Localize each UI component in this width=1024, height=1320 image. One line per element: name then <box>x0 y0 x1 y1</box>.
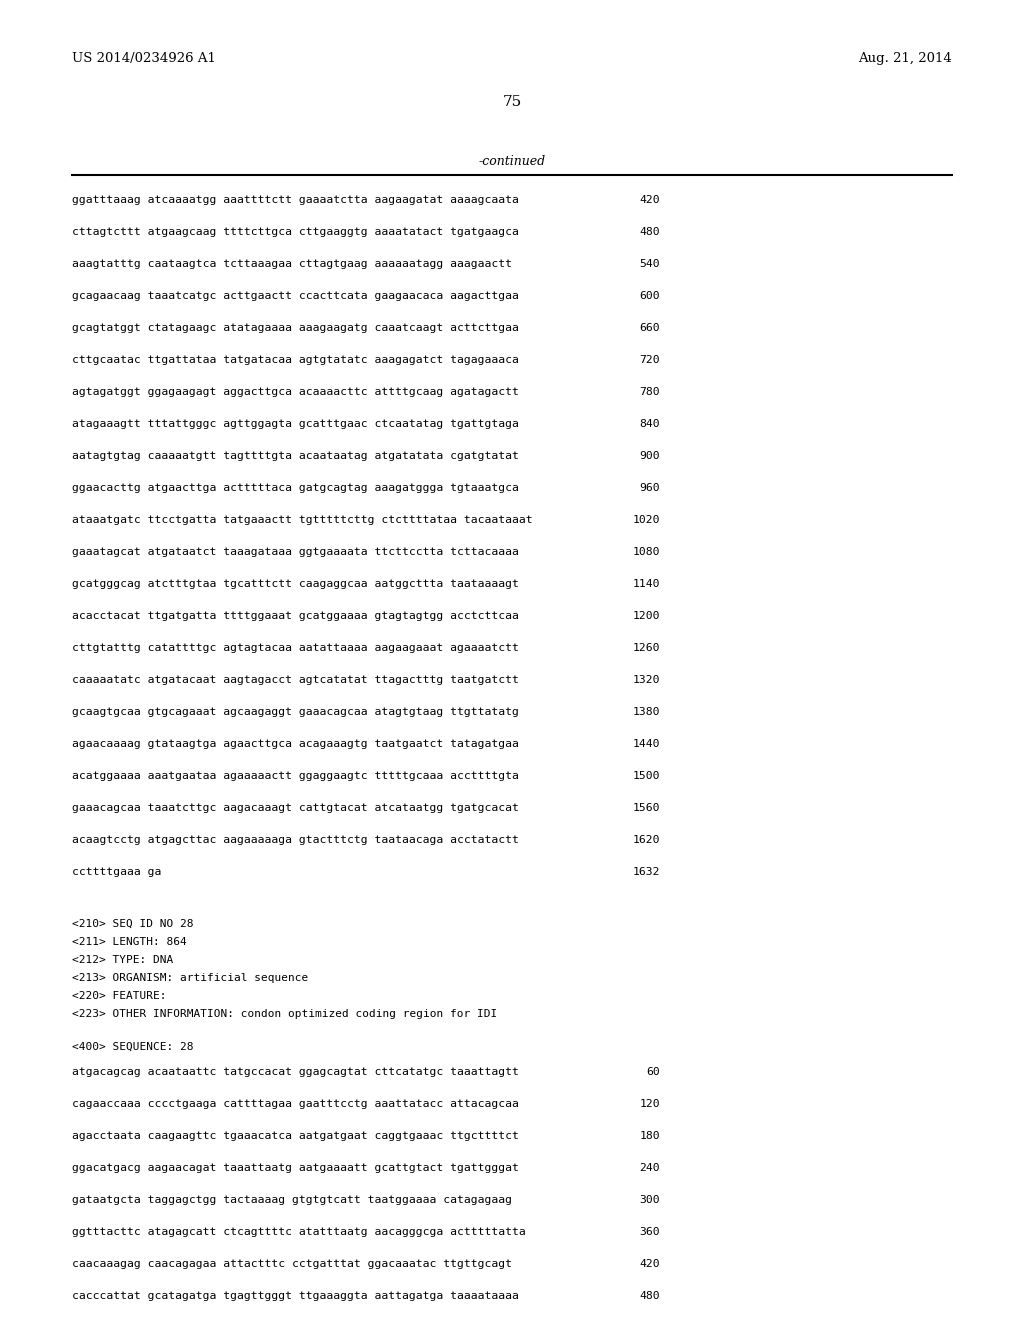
Text: 240: 240 <box>639 1163 660 1173</box>
Text: cttgtatttg catattttgc agtagtacaa aatattaaaa aagaagaaat agaaaatctt: cttgtatttg catattttgc agtagtacaa aatatta… <box>72 643 519 653</box>
Text: gcatgggcag atctttgtaa tgcatttctt caagaggcaa aatggcttta taataaaagt: gcatgggcag atctttgtaa tgcatttctt caagagg… <box>72 579 519 589</box>
Text: <400> SEQUENCE: 28: <400> SEQUENCE: 28 <box>72 1041 194 1052</box>
Text: <213> ORGANISM: artificial sequence: <213> ORGANISM: artificial sequence <box>72 973 308 983</box>
Text: ccttttgaaa ga: ccttttgaaa ga <box>72 867 162 876</box>
Text: <212> TYPE: DNA: <212> TYPE: DNA <box>72 954 173 965</box>
Text: ggatttaaag atcaaaatgg aaattttctt gaaaatctta aagaagatat aaaagcaata: ggatttaaag atcaaaatgg aaattttctt gaaaatc… <box>72 195 519 205</box>
Text: agtagatggt ggagaagagt aggacttgca acaaaacttc attttgcaag agatagactt: agtagatggt ggagaagagt aggacttgca acaaaac… <box>72 387 519 397</box>
Text: 1620: 1620 <box>633 836 660 845</box>
Text: gataatgcta taggagctgg tactaaaag gtgtgtcatt taatggaaaa catagagaag: gataatgcta taggagctgg tactaaaag gtgtgtca… <box>72 1195 512 1205</box>
Text: <223> OTHER INFORMATION: condon optimized coding region for IDI: <223> OTHER INFORMATION: condon optimize… <box>72 1008 498 1019</box>
Text: cttagtcttt atgaagcaag ttttcttgca cttgaaggtg aaaatatact tgatgaagca: cttagtcttt atgaagcaag ttttcttgca cttgaag… <box>72 227 519 238</box>
Text: atgacagcag acaataattc tatgccacat ggagcagtat cttcatatgc taaattagtt: atgacagcag acaataattc tatgccacat ggagcag… <box>72 1067 519 1077</box>
Text: -continued: -continued <box>478 154 546 168</box>
Text: 1020: 1020 <box>633 515 660 525</box>
Text: acacctacat ttgatgatta ttttggaaat gcatggaaaa gtagtagtgg acctcttcaa: acacctacat ttgatgatta ttttggaaat gcatgga… <box>72 611 519 620</box>
Text: ggtttacttc atagagcatt ctcagttttc atatttaatg aacagggcga actttttatta: ggtttacttc atagagcatt ctcagttttc atattta… <box>72 1228 525 1237</box>
Text: gcagaacaag taaatcatgc acttgaactt ccacttcata gaagaacaca aagacttgaa: gcagaacaag taaatcatgc acttgaactt ccacttc… <box>72 290 519 301</box>
Text: US 2014/0234926 A1: US 2014/0234926 A1 <box>72 51 216 65</box>
Text: ggaacacttg atgaacttga actttttaca gatgcagtag aaagatggga tgtaaatgca: ggaacacttg atgaacttga actttttaca gatgcag… <box>72 483 519 492</box>
Text: 480: 480 <box>639 1291 660 1302</box>
Text: acaagtcctg atgagcttac aagaaaaaga gtactttctg taataacaga acctatactt: acaagtcctg atgagcttac aagaaaaaga gtacttt… <box>72 836 519 845</box>
Text: 420: 420 <box>639 1259 660 1269</box>
Text: gaaacagcaa taaatcttgc aagacaaagt cattgtacat atcataatgg tgatgcacat: gaaacagcaa taaatcttgc aagacaaagt cattgta… <box>72 803 519 813</box>
Text: caacaaagag caacagagaa attactttc cctgatttat ggacaaatac ttgttgcagt: caacaaagag caacagagaa attactttc cctgattt… <box>72 1259 512 1269</box>
Text: acatggaaaa aaatgaataa agaaaaactt ggaggaagtc tttttgcaaa accttttgta: acatggaaaa aaatgaataa agaaaaactt ggaggaa… <box>72 771 519 781</box>
Text: atagaaagtt tttattgggc agttggagta gcatttgaac ctcaatatag tgattgtaga: atagaaagtt tttattgggc agttggagta gcatttg… <box>72 418 519 429</box>
Text: 900: 900 <box>639 451 660 461</box>
Text: 300: 300 <box>639 1195 660 1205</box>
Text: 180: 180 <box>639 1131 660 1140</box>
Text: 1080: 1080 <box>633 546 660 557</box>
Text: 75: 75 <box>503 95 521 110</box>
Text: 1320: 1320 <box>633 675 660 685</box>
Text: 1500: 1500 <box>633 771 660 781</box>
Text: 1560: 1560 <box>633 803 660 813</box>
Text: 1380: 1380 <box>633 708 660 717</box>
Text: agaacaaaag gtataagtga agaacttgca acagaaagtg taatgaatct tatagatgaa: agaacaaaag gtataagtga agaacttgca acagaaa… <box>72 739 519 748</box>
Text: caaaaatatc atgatacaat aagtagacct agtcatatat ttagactttg taatgatctt: caaaaatatc atgatacaat aagtagacct agtcata… <box>72 675 519 685</box>
Text: 1200: 1200 <box>633 611 660 620</box>
Text: ataaatgatc ttcctgatta tatgaaactt tgtttttcttg ctcttttataa tacaataaat: ataaatgatc ttcctgatta tatgaaactt tgttttt… <box>72 515 532 525</box>
Text: gcaagtgcaa gtgcagaaat agcaagaggt gaaacagcaa atagtgtaag ttgttatatg: gcaagtgcaa gtgcagaaat agcaagaggt gaaacag… <box>72 708 519 717</box>
Text: 1140: 1140 <box>633 579 660 589</box>
Text: 60: 60 <box>646 1067 660 1077</box>
Text: cagaaccaaa cccctgaaga cattttagaa gaatttcctg aaattatacc attacagcaa: cagaaccaaa cccctgaaga cattttagaa gaatttc… <box>72 1100 519 1109</box>
Text: aaagtatttg caataagtca tcttaaagaa cttagtgaag aaaaaatagg aaagaactt: aaagtatttg caataagtca tcttaaagaa cttagtg… <box>72 259 512 269</box>
Text: 360: 360 <box>639 1228 660 1237</box>
Text: <211> LENGTH: 864: <211> LENGTH: 864 <box>72 937 186 946</box>
Text: aatagtgtag caaaaatgtt tagttttgta acaataatag atgatatata cgatgtatat: aatagtgtag caaaaatgtt tagttttgta acaataa… <box>72 451 519 461</box>
Text: Aug. 21, 2014: Aug. 21, 2014 <box>858 51 952 65</box>
Text: 540: 540 <box>639 259 660 269</box>
Text: 1632: 1632 <box>633 867 660 876</box>
Text: 600: 600 <box>639 290 660 301</box>
Text: agacctaata caagaagttc tgaaacatca aatgatgaat caggtgaaac ttgcttttct: agacctaata caagaagttc tgaaacatca aatgatg… <box>72 1131 519 1140</box>
Text: cttgcaatac ttgattataa tatgatacaa agtgtatatc aaagagatct tagagaaaca: cttgcaatac ttgattataa tatgatacaa agtgtat… <box>72 355 519 366</box>
Text: 120: 120 <box>639 1100 660 1109</box>
Text: 420: 420 <box>639 195 660 205</box>
Text: gcagtatggt ctatagaagc atatagaaaa aaagaagatg caaatcaagt acttcttgaa: gcagtatggt ctatagaagc atatagaaaa aaagaag… <box>72 323 519 333</box>
Text: 1440: 1440 <box>633 739 660 748</box>
Text: 840: 840 <box>639 418 660 429</box>
Text: 660: 660 <box>639 323 660 333</box>
Text: <210> SEQ ID NO 28: <210> SEQ ID NO 28 <box>72 919 194 929</box>
Text: gaaatagcat atgataatct taaagataaa ggtgaaaata ttcttcctta tcttacaaaa: gaaatagcat atgataatct taaagataaa ggtgaaa… <box>72 546 519 557</box>
Text: 1260: 1260 <box>633 643 660 653</box>
Text: 960: 960 <box>639 483 660 492</box>
Text: <220> FEATURE:: <220> FEATURE: <box>72 991 167 1001</box>
Text: 720: 720 <box>639 355 660 366</box>
Text: 780: 780 <box>639 387 660 397</box>
Text: cacccattat gcatagatga tgagttgggt ttgaaaggta aattagatga taaaataaaa: cacccattat gcatagatga tgagttgggt ttgaaag… <box>72 1291 519 1302</box>
Text: 480: 480 <box>639 227 660 238</box>
Text: ggacatgacg aagaacagat taaattaatg aatgaaaatt gcattgtact tgattgggat: ggacatgacg aagaacagat taaattaatg aatgaaa… <box>72 1163 519 1173</box>
